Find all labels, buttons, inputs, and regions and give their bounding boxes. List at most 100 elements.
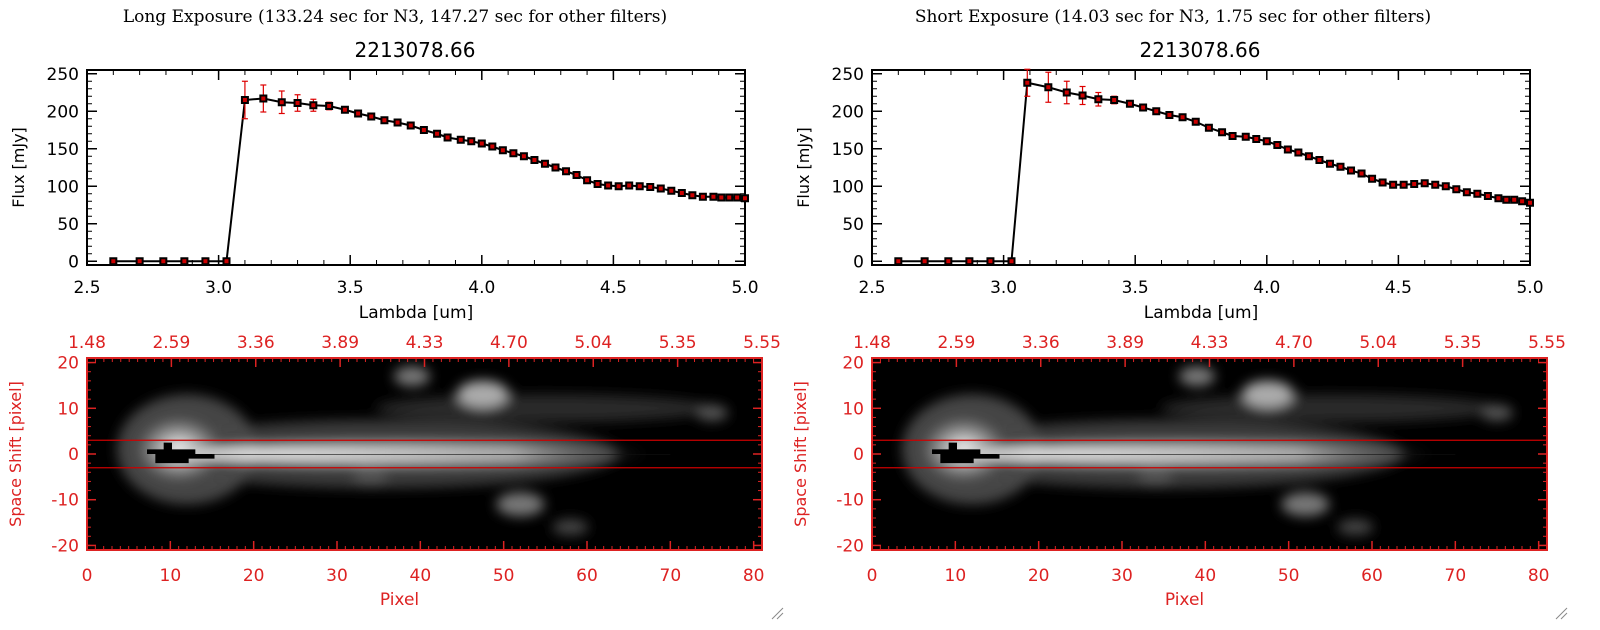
x-tick-label: 5.0 <box>731 278 758 298</box>
blob-upper <box>456 380 509 409</box>
y-tick-label: 0 <box>853 252 864 272</box>
data-point <box>1254 137 1259 141</box>
panel-long-exposure-figure: Long Exposure (133.24 sec for N3, 147.27… <box>6 7 781 610</box>
data-point <box>1412 182 1417 186</box>
top-tick-label: 3.36 <box>1022 333 1060 353</box>
data-point <box>574 173 579 177</box>
data-point <box>648 185 653 189</box>
blob-upper-left <box>1179 366 1215 387</box>
data-point <box>627 183 632 188</box>
y-tick-label: 50 <box>57 215 79 235</box>
x-tick-label: 60 <box>1361 566 1383 586</box>
y-tick-label: -20 <box>51 536 79 556</box>
data-point <box>1220 130 1225 135</box>
slit-image-plot: 0 10 20 30 40 50 60 70 80 1.48 2.59 3.36 3.89 4.33 4.7… <box>6 333 781 610</box>
data-point <box>658 186 663 191</box>
data-point <box>700 194 705 199</box>
top-tick-label: 1.48 <box>68 333 106 353</box>
y-tick-label: 0 <box>68 445 79 465</box>
data-point <box>458 137 463 142</box>
y-tick-label: 200 <box>832 102 864 122</box>
y-tick-label: 150 <box>832 140 864 160</box>
blob-lower <box>496 492 545 517</box>
data-point <box>342 107 347 112</box>
data-point <box>1475 191 1480 196</box>
top-tick-label: 4.70 <box>1275 333 1313 353</box>
data-point <box>395 120 400 125</box>
x-tick-label: 0 <box>82 566 93 586</box>
data-point <box>564 169 569 174</box>
data-point <box>616 184 621 189</box>
x-tick-label: 2.5 <box>858 278 885 298</box>
data-point <box>727 195 732 200</box>
data-point <box>500 148 505 153</box>
x-axis-label: Pixel <box>1165 590 1204 610</box>
top-tick-label: 5.35 <box>659 333 697 353</box>
data-point <box>669 188 674 193</box>
spectrum-frame <box>871 69 1531 266</box>
x-tick-label: 20 <box>243 566 265 586</box>
data-point <box>445 135 450 140</box>
blob-upper-left <box>394 366 430 387</box>
x-tick-label: 40 <box>1195 566 1217 586</box>
data-point <box>1127 101 1132 106</box>
data-point <box>356 111 361 116</box>
data-point <box>435 131 440 136</box>
resize-grip-icon[interactable] <box>770 606 784 620</box>
saturated-core <box>932 442 1000 464</box>
data-point <box>1401 182 1406 187</box>
blob-upper <box>1241 380 1294 409</box>
data-point <box>224 259 229 264</box>
x-tick-label: 3.0 <box>990 278 1017 298</box>
data-point <box>295 101 300 105</box>
y-tick-label: 10 <box>842 399 864 419</box>
data-point <box>327 104 332 108</box>
top-tick-label: 5.35 <box>1444 333 1482 353</box>
x-tick-label: 5.0 <box>1516 278 1543 298</box>
top-tick-label: 1.48 <box>853 333 891 353</box>
x-tick-label: 0 <box>867 566 878 586</box>
upper-wisp <box>375 394 716 423</box>
data-point <box>1285 147 1290 152</box>
data-point <box>203 259 208 264</box>
heading: Short Exposure (14.03 sec for N3, 1.75 s… <box>915 7 1431 27</box>
top-tick-label: 4.33 <box>406 333 444 353</box>
series-line <box>113 97 746 263</box>
x-tick-label: 2.5 <box>73 278 100 298</box>
data-point <box>595 182 600 186</box>
data-point <box>421 128 426 132</box>
data-point <box>369 114 374 119</box>
data-point <box>735 195 740 200</box>
resize-grip-icon[interactable] <box>1554 606 1568 620</box>
data-point <box>408 123 413 128</box>
x-tick-label: 80 <box>1528 566 1550 586</box>
x-tick-label: 3.5 <box>337 278 364 298</box>
y-tick-label: 20 <box>57 354 79 374</box>
y-tick-label: 200 <box>47 102 79 122</box>
y-tick-label: -20 <box>836 536 864 556</box>
data-point <box>1296 150 1301 155</box>
data-point <box>1275 143 1280 147</box>
y-axis-label: Space Shift [pixel] <box>791 381 810 527</box>
upper-wisp <box>1160 394 1501 423</box>
blob-right <box>696 404 728 421</box>
data-point <box>1230 134 1235 138</box>
data-point <box>1485 194 1490 198</box>
y-tick-label: -10 <box>51 491 79 511</box>
data-point <box>1080 93 1085 98</box>
top-tick-label: 3.89 <box>321 333 359 353</box>
data-point <box>1317 158 1322 162</box>
data-point <box>161 259 166 264</box>
top-tick-label: 3.89 <box>1106 333 1144 353</box>
x-tick-label: 4.5 <box>1385 278 1412 298</box>
x-tick-label: 70 <box>1445 566 1467 586</box>
saturated-core <box>147 442 215 464</box>
data-point <box>1433 182 1438 187</box>
panel-long-exposure: Long Exposure (133.24 sec for N3, 147.27… <box>0 0 785 630</box>
data-point <box>1264 139 1269 144</box>
y-tick-label: -10 <box>836 491 864 511</box>
data-point <box>242 98 247 102</box>
data-point <box>311 103 316 108</box>
data-point <box>1422 181 1427 186</box>
top-tick-label: 5.04 <box>1359 333 1397 353</box>
